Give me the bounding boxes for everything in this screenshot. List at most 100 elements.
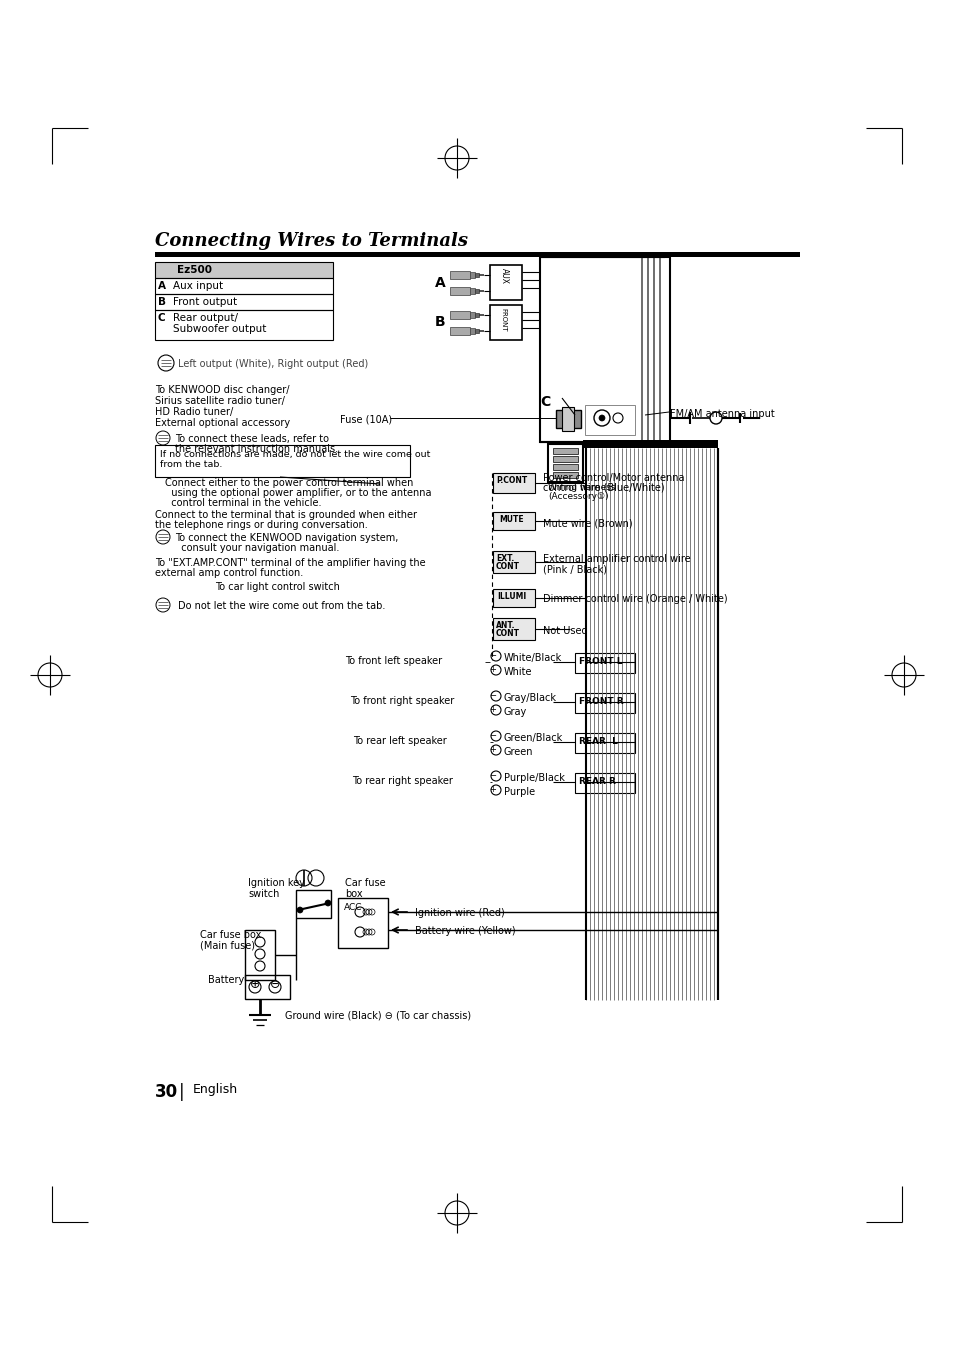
- Bar: [154, 295, 333, 309]
- Text: Car fuse box: Car fuse box: [200, 929, 261, 940]
- Text: English: English: [193, 1084, 238, 1096]
- Text: A: A: [435, 276, 445, 290]
- Text: To KENWOOD disc changer/: To KENWOOD disc changer/: [154, 385, 289, 394]
- Text: REAR R: REAR R: [578, 777, 616, 786]
- Text: To connect these leads, refer to: To connect these leads, refer to: [174, 434, 329, 444]
- Text: MUTE: MUTE: [498, 515, 523, 524]
- Text: ⊖: ⊖: [270, 978, 280, 992]
- Bar: [470, 328, 475, 334]
- Bar: [295, 890, 331, 917]
- Text: +: +: [489, 785, 496, 794]
- Bar: [470, 288, 475, 295]
- Text: control wire (Blue/White): control wire (Blue/White): [542, 484, 664, 493]
- Text: the telephone rings or during conversation.: the telephone rings or during conversati…: [154, 520, 367, 530]
- Bar: [493, 617, 535, 640]
- Bar: [539, 257, 669, 442]
- Circle shape: [598, 415, 604, 422]
- Bar: [575, 773, 635, 793]
- Text: Connect either to the power control terminal when: Connect either to the power control term…: [165, 478, 413, 488]
- Text: EXT.: EXT.: [496, 554, 514, 563]
- Text: White/Black: White/Black: [503, 653, 561, 663]
- Bar: [582, 440, 718, 449]
- Bar: [553, 463, 578, 470]
- Text: Ez500: Ez500: [177, 265, 212, 276]
- Text: HD Radio tuner/: HD Radio tuner/: [154, 407, 233, 417]
- Text: Fuse (10A): Fuse (10A): [339, 415, 392, 426]
- Bar: [450, 272, 470, 280]
- Text: AUX: AUX: [499, 267, 509, 284]
- Text: A: A: [158, 281, 166, 290]
- Text: from the tab.: from the tab.: [160, 459, 222, 469]
- Text: FM/AM antenna input: FM/AM antenna input: [669, 409, 774, 419]
- Text: P.CONT: P.CONT: [496, 476, 527, 485]
- Text: −: −: [489, 771, 496, 780]
- Bar: [475, 289, 478, 293]
- Text: To front right speaker: To front right speaker: [350, 696, 454, 707]
- Text: To connect the KENWOOD navigation system,: To connect the KENWOOD navigation system…: [174, 534, 398, 543]
- Text: Dimmer control wire (Orange / White): Dimmer control wire (Orange / White): [542, 594, 727, 604]
- Text: Gray: Gray: [503, 707, 527, 717]
- Bar: [490, 305, 521, 340]
- Text: (Pink / Black): (Pink / Black): [542, 563, 606, 574]
- Text: CONT: CONT: [496, 562, 519, 571]
- Text: +: +: [489, 705, 496, 713]
- Text: Subwoofer output: Subwoofer output: [172, 324, 266, 334]
- Text: Car fuse: Car fuse: [345, 878, 385, 888]
- Bar: [493, 589, 535, 607]
- Text: To rear right speaker: To rear right speaker: [352, 775, 453, 786]
- Bar: [490, 265, 521, 300]
- Text: Wiring harness: Wiring harness: [547, 484, 615, 492]
- Text: (Main fuse): (Main fuse): [200, 942, 254, 951]
- Text: Connecting Wires to Terminals: Connecting Wires to Terminals: [154, 232, 468, 250]
- Text: +: +: [489, 744, 496, 754]
- Text: the relevant instruction manuals.: the relevant instruction manuals.: [174, 444, 337, 454]
- Bar: [450, 286, 470, 295]
- Bar: [475, 273, 478, 277]
- Text: Not Used: Not Used: [542, 626, 587, 636]
- Text: Purple: Purple: [503, 788, 535, 797]
- Text: Power control/Motor antenna: Power control/Motor antenna: [542, 473, 684, 484]
- Bar: [584, 405, 635, 435]
- Text: ⊕: ⊕: [250, 978, 260, 992]
- Text: using the optional power amplifier, or to the antenna: using the optional power amplifier, or t…: [165, 488, 431, 499]
- Text: To front left speaker: To front left speaker: [345, 657, 441, 666]
- Text: FRONT: FRONT: [499, 308, 505, 331]
- Bar: [475, 313, 478, 317]
- Text: 30: 30: [154, 1084, 178, 1101]
- Text: switch: switch: [248, 889, 279, 898]
- Text: Ground wire (Black) ⊖ (To car chassis): Ground wire (Black) ⊖ (To car chassis): [285, 1011, 471, 1020]
- Bar: [475, 330, 478, 332]
- Text: B: B: [435, 315, 445, 330]
- Text: external amp control function.: external amp control function.: [154, 567, 303, 578]
- Text: REAR  L: REAR L: [578, 738, 618, 746]
- Text: Rear output/: Rear output/: [172, 313, 237, 323]
- Text: Left output (White), Right output (Red): Left output (White), Right output (Red): [178, 359, 368, 369]
- Bar: [556, 409, 580, 428]
- Text: Gray/Black: Gray/Black: [503, 693, 557, 703]
- Bar: [575, 734, 635, 753]
- Circle shape: [325, 900, 331, 907]
- Bar: [450, 327, 470, 335]
- Bar: [245, 975, 290, 998]
- Bar: [154, 253, 800, 257]
- Text: FRONT R: FRONT R: [578, 697, 623, 707]
- Text: control terminal in the vehicle.: control terminal in the vehicle.: [165, 499, 321, 508]
- Text: (Accessory①): (Accessory①): [547, 492, 608, 501]
- Text: Ignition key: Ignition key: [248, 878, 305, 888]
- Text: consult your navigation manual.: consult your navigation manual.: [174, 543, 339, 553]
- Text: Aux input: Aux input: [172, 281, 223, 290]
- Bar: [493, 551, 535, 573]
- Text: To rear left speaker: To rear left speaker: [353, 736, 446, 746]
- Text: To car light control switch: To car light control switch: [214, 582, 339, 592]
- Text: Battery: Battery: [208, 975, 244, 985]
- Text: Front output: Front output: [172, 297, 237, 307]
- Bar: [337, 898, 388, 948]
- Bar: [470, 312, 475, 317]
- Circle shape: [296, 907, 303, 913]
- Text: Sirius satellite radio tuner/: Sirius satellite radio tuner/: [154, 396, 285, 407]
- Text: Purple/Black: Purple/Black: [503, 773, 564, 784]
- Text: Connect to the terminal that is grounded when either: Connect to the terminal that is grounded…: [154, 509, 416, 520]
- Bar: [547, 444, 582, 482]
- Text: Battery wire (Yellow): Battery wire (Yellow): [415, 925, 515, 936]
- Text: ACC: ACC: [344, 902, 362, 912]
